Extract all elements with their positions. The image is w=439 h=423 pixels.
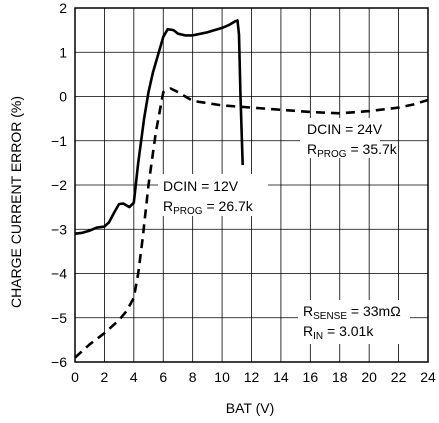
annotation-rprog-sub: PROG bbox=[173, 206, 203, 217]
y-tick-label: 1 bbox=[59, 44, 67, 60]
x-tick-label: 18 bbox=[332, 369, 348, 385]
x-tick-label: 20 bbox=[361, 369, 377, 385]
x-tick-label: 14 bbox=[273, 369, 289, 385]
x-tick-label: 8 bbox=[189, 369, 197, 385]
x-tick-label: 12 bbox=[244, 369, 260, 385]
x-tick-label: 0 bbox=[71, 369, 79, 385]
y-tick-labels: −6 −5 −4 −3 −2 −1 0 1 2 bbox=[51, 0, 67, 370]
annotation-dcin-24v-line1: DCIN = 24V bbox=[307, 121, 383, 137]
x-tick-label: 2 bbox=[101, 369, 109, 385]
y-tick-label: −3 bbox=[51, 221, 67, 237]
annotation-rsense-value: = 33mΩ bbox=[347, 303, 401, 319]
x-tick-label: 16 bbox=[303, 369, 319, 385]
annotation-rin-sub: IN bbox=[313, 331, 323, 342]
y-tick-label: −1 bbox=[51, 133, 67, 149]
x-tick-label: 6 bbox=[159, 369, 167, 385]
series-line-solid bbox=[74, 19, 244, 235]
annotation-rin-3-01k: RIN = 3.01k bbox=[303, 323, 374, 342]
annotation-rsense-rin: RSENSE = 33mΩ RIN = 3.01k bbox=[298, 300, 410, 344]
y-tick-label: −6 bbox=[51, 354, 67, 370]
plot-frame bbox=[74, 7, 429, 363]
x-tick-label: 24 bbox=[420, 369, 436, 385]
annotation-rsense-33mohm: RSENSE = 33mΩ bbox=[303, 303, 401, 322]
annotation-dcin-24v: DCIN = 24V RPROG = 35.7k bbox=[300, 118, 398, 160]
annotation-rprog-35-7k: RPROG = 35.7k bbox=[307, 141, 398, 160]
y-tick-label: −4 bbox=[51, 266, 67, 282]
x-axis-label: BAT (V) bbox=[226, 400, 275, 416]
annotation-rprog-value: = 26.7k bbox=[203, 198, 254, 214]
x-tick-label: 10 bbox=[214, 369, 230, 385]
x-tick-label: 22 bbox=[391, 369, 407, 385]
annotation-rsense-r: R bbox=[303, 303, 313, 319]
annotation-rprog-r: R bbox=[163, 198, 173, 214]
x-tick-label: 4 bbox=[130, 369, 138, 385]
y-axis-label: CHARGE CURRENT ERROR (%) bbox=[8, 96, 24, 308]
series-group bbox=[74, 19, 429, 359]
y-tick-label: 0 bbox=[59, 89, 67, 105]
annotation-rsense-sub: SENSE bbox=[313, 311, 347, 322]
annotation-rprog-value: = 35.7k bbox=[347, 141, 398, 157]
annotation-rin-r: R bbox=[303, 323, 313, 339]
series-line-dashed bbox=[74, 87, 429, 359]
annotation-rprog-sub: PROG bbox=[317, 149, 347, 160]
annotation-rin-value: = 3.01k bbox=[323, 323, 374, 339]
y-tick-label: −5 bbox=[51, 310, 67, 326]
annotation-rprog-26-7k: RPROG = 26.7k bbox=[163, 198, 254, 217]
annotation-dcin-12v-line1: DCIN = 12V bbox=[163, 178, 239, 194]
annotation-rprog-r: R bbox=[307, 141, 317, 157]
annotation-dcin-12v: DCIN = 12V RPROG = 26.7k bbox=[158, 174, 268, 217]
y-tick-label: 2 bbox=[59, 0, 67, 16]
x-tick-labels: 0 2 4 6 8 10 12 14 16 18 20 22 24 bbox=[71, 369, 436, 385]
y-tick-label: −2 bbox=[51, 177, 67, 193]
